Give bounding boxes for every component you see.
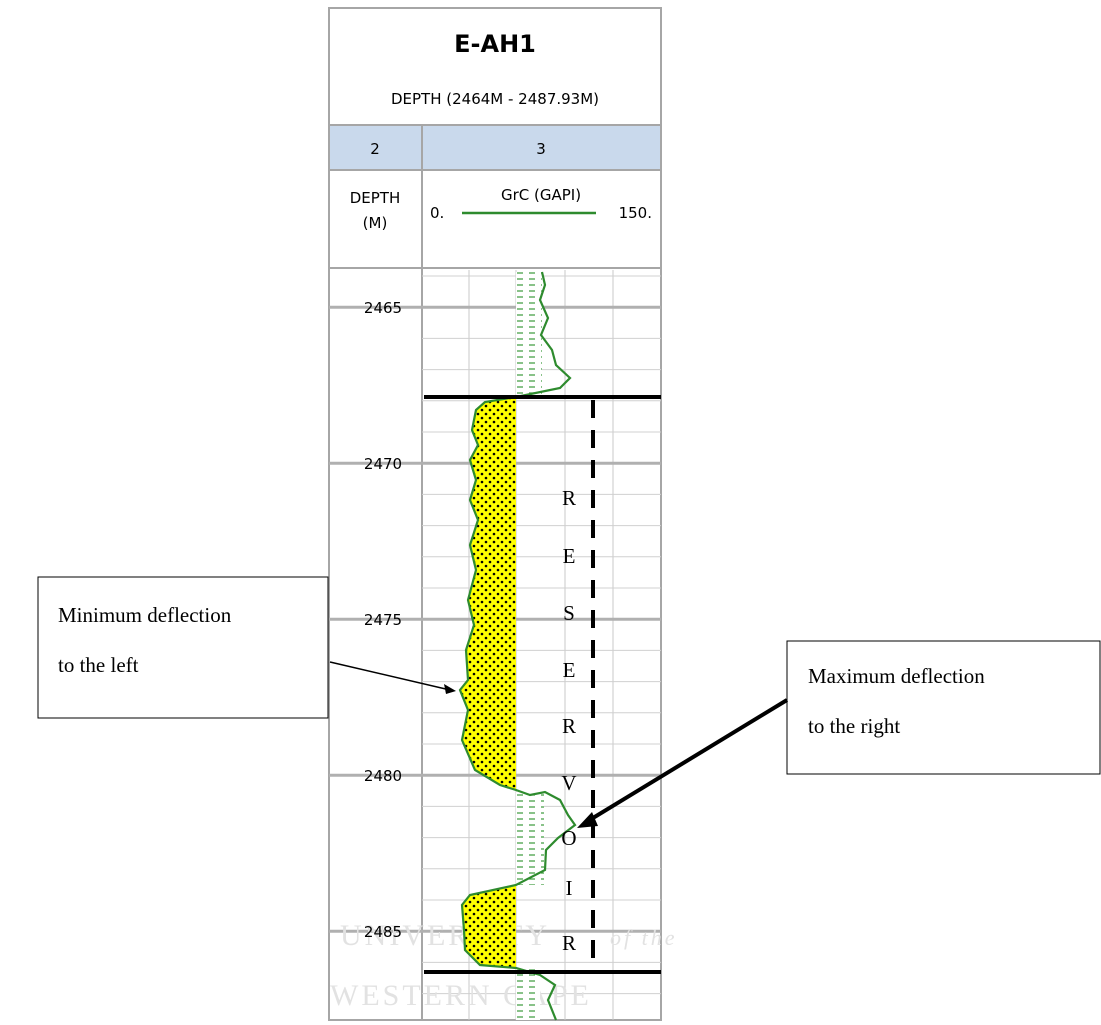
track-number: 3	[536, 140, 546, 158]
zone-letter: E	[563, 658, 576, 682]
zone-letter: S	[563, 601, 575, 625]
zone-letter: E	[563, 544, 576, 568]
shale-fill	[516, 792, 544, 885]
zone-letter: R	[562, 486, 576, 510]
title: E-AH1	[454, 30, 536, 58]
shale-fill	[516, 272, 542, 397]
well-log-figure: E-AH1 DEPTH (2464M - 2487.93M) 2 3 DEPTH…	[0, 0, 1101, 1025]
watermark-text: of the	[610, 925, 678, 950]
curve-name: GrC (GAPI)	[501, 186, 581, 204]
callout-box	[787, 641, 1100, 774]
depth-label: 2480	[364, 767, 402, 785]
subtitle: DEPTH (2464M - 2487.93M)	[391, 90, 599, 108]
zone-letter: V	[561, 771, 576, 795]
callout-text: to the left	[58, 653, 139, 677]
scale-min: 0.	[430, 204, 444, 222]
depth-label: 2485	[364, 923, 402, 941]
zone-letter: R	[562, 931, 576, 955]
callout-text: Maximum deflection	[808, 664, 985, 688]
callout-box	[38, 577, 328, 718]
scale-max: 150.	[619, 204, 652, 222]
zone-letter: I	[566, 876, 573, 900]
track-number: 2	[370, 140, 380, 158]
zone-letter: R	[562, 714, 576, 738]
shale-fill	[516, 969, 540, 1020]
track-label: (M)	[363, 214, 388, 232]
callout-text: to the right	[808, 714, 900, 738]
depth-label: 2470	[364, 455, 402, 473]
track-label: DEPTH	[350, 189, 401, 207]
zone-letter: O	[561, 826, 576, 850]
depth-label: 2475	[364, 611, 402, 629]
depth-label: 2465	[364, 299, 402, 317]
callout-text: Minimum deflection	[58, 603, 232, 627]
